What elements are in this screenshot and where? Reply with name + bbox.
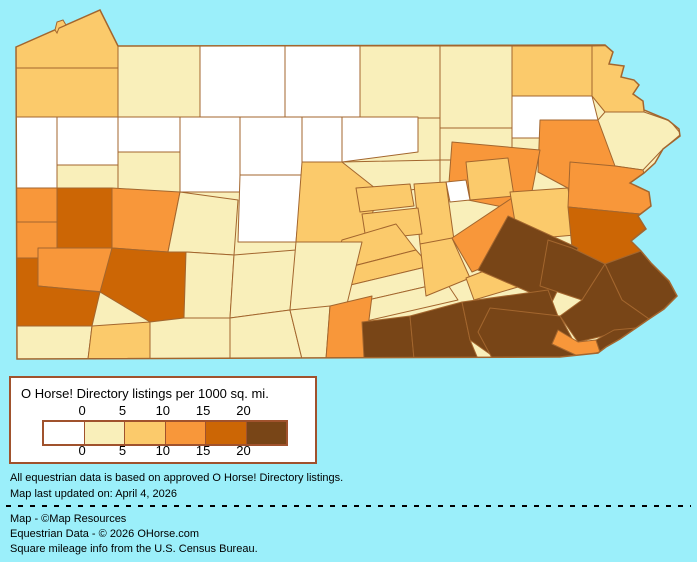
county-shape-21 xyxy=(117,151,181,193)
county-shape-16 xyxy=(239,116,303,176)
footer-data-note: All equestrian data is based on approved… xyxy=(10,472,344,484)
county-shape-17 xyxy=(179,116,241,193)
county-shape-40 xyxy=(16,325,93,359)
county-shape-22 xyxy=(237,174,303,243)
legend-tick-label: 10 xyxy=(155,443,171,458)
county-shape-64 xyxy=(559,263,650,343)
county-shape-5 xyxy=(359,45,441,119)
legend-color-bar xyxy=(42,420,288,446)
county-shape-18 xyxy=(117,116,181,153)
county-shape-34 xyxy=(16,187,58,223)
legend-swatch-1 xyxy=(84,422,125,444)
county-shape-0 xyxy=(16,10,119,69)
county-shape-38 xyxy=(37,247,113,293)
footer-updated-note: Map last updated on: April 4, 2026 xyxy=(10,488,177,500)
county-shape-49 xyxy=(289,305,331,359)
legend-swatch-0 xyxy=(44,422,85,444)
county-shape-52 xyxy=(409,301,479,359)
county-shape-4 xyxy=(284,45,361,119)
legend-swatch-5 xyxy=(246,422,286,444)
county-shape-8 xyxy=(591,44,649,113)
legend: O Horse! Directory listings per 1000 sq.… xyxy=(9,376,317,464)
county-shape-43 xyxy=(167,191,239,256)
pennsylvania-county-map xyxy=(15,9,681,360)
county-shape-19 xyxy=(56,116,119,166)
credit-data-source: Equestrian Data - © 2026 OHorse.com xyxy=(10,528,200,540)
presque-isle-peninsula xyxy=(54,19,67,35)
legend-tick-label: 15 xyxy=(195,443,211,458)
county-shape-57 xyxy=(567,161,652,215)
legend-swatch-3 xyxy=(165,422,206,444)
credit-census-source: Square mileage info from the U.S. Census… xyxy=(10,543,258,555)
credit-map-source: Map - ©Map Resources xyxy=(10,513,127,525)
legend-tick-label: 5 xyxy=(118,443,127,458)
legend-tick-label: 5 xyxy=(118,403,127,418)
county-shape-26 xyxy=(445,179,471,203)
legend-swatch-4 xyxy=(206,422,247,444)
county-shape-44 xyxy=(183,251,235,319)
county-shape-47 xyxy=(229,309,303,359)
county-shape-3 xyxy=(199,45,286,119)
legend-tick-label: 0 xyxy=(78,403,86,418)
county-shape-1 xyxy=(16,67,119,118)
county-shape-28 xyxy=(355,183,415,213)
county-shape-50 xyxy=(325,295,373,359)
state-outline xyxy=(15,9,681,360)
county-shape-45 xyxy=(229,249,297,319)
legend-tick-label: 20 xyxy=(236,443,251,458)
county-shape-2 xyxy=(117,45,201,119)
legend-tick-label: 20 xyxy=(236,403,251,418)
legend-tick-label: 0 xyxy=(78,443,86,458)
county-shape-20 xyxy=(16,116,58,189)
legend-title: O Horse! Directory listings per 1000 sq.… xyxy=(21,386,269,401)
dashed-separator xyxy=(6,505,691,507)
county-shape-41 xyxy=(87,321,151,359)
county-shape-51 xyxy=(361,315,415,359)
county-shape-25 xyxy=(465,157,515,201)
county-shape-6 xyxy=(439,45,513,129)
county-shape-46 xyxy=(149,317,231,359)
legend-tick-label: 15 xyxy=(195,403,211,418)
legend-ticks-top: 0 5 10 15 20 xyxy=(62,403,304,418)
county-shape-15 xyxy=(301,116,343,163)
legend-ticks-bottom: 0 5 10 15 20 xyxy=(62,443,304,458)
legend-swatch-2 xyxy=(125,422,166,444)
county-shape-35 xyxy=(56,187,113,249)
legend-tick-label: 10 xyxy=(155,403,171,418)
county-shape-7 xyxy=(511,45,593,97)
